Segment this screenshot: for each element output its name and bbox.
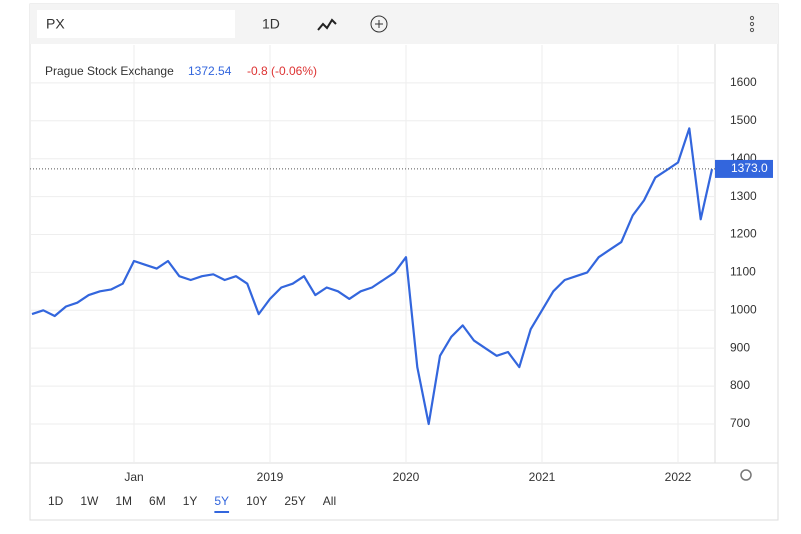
header-change: -0.8 (-0.06%) bbox=[247, 64, 317, 78]
range-button[interactable]: 1Y bbox=[183, 494, 198, 508]
y-tick-label: 1200 bbox=[730, 227, 757, 241]
last-price-label: 1373.0 bbox=[731, 161, 768, 175]
y-tick-label: 1500 bbox=[730, 113, 757, 127]
price-line bbox=[31, 127, 714, 426]
compare-button[interactable] bbox=[370, 15, 388, 33]
y-tick-label: 900 bbox=[730, 340, 750, 354]
chart-style-button[interactable] bbox=[317, 18, 337, 31]
range-button[interactable]: 10Y bbox=[246, 494, 267, 508]
range-button[interactable]: 1W bbox=[80, 494, 99, 508]
x-tick-label: 2020 bbox=[393, 470, 420, 484]
header-name: Prague Stock Exchange bbox=[45, 64, 174, 78]
interval-button[interactable]: 1D bbox=[262, 16, 280, 32]
settings-button[interactable] bbox=[740, 469, 752, 481]
symbol: PX bbox=[46, 16, 65, 32]
y-tick-label: 1600 bbox=[730, 75, 757, 89]
range-button[interactable]: 5Y bbox=[214, 494, 229, 508]
x-tick-label: 2022 bbox=[665, 470, 692, 484]
range-button[interactable]: 1M bbox=[115, 494, 132, 508]
range-button[interactable]: 1D bbox=[48, 494, 64, 508]
y-tick-label: 700 bbox=[730, 416, 750, 430]
menu-button[interactable] bbox=[749, 15, 755, 33]
symbol-input[interactable] bbox=[37, 10, 235, 38]
header-price: 1372.54 bbox=[188, 64, 232, 78]
x-tick-label: Jan bbox=[124, 470, 143, 484]
x-tick-label: 2019 bbox=[257, 470, 284, 484]
y-tick-label: 1000 bbox=[730, 302, 757, 316]
y-tick-label: 1100 bbox=[730, 265, 756, 279]
y-tick-label: 800 bbox=[730, 378, 750, 392]
range-button[interactable]: 6M bbox=[149, 494, 166, 508]
last-price-badge bbox=[715, 159, 773, 178]
y-tick-label: 1300 bbox=[730, 189, 757, 203]
widget-frame bbox=[29, 3, 779, 521]
range-button[interactable]: All bbox=[323, 494, 336, 508]
compare-plus bbox=[375, 20, 383, 28]
range-button[interactable]: 25Y bbox=[284, 494, 305, 508]
x-tick-label: 2021 bbox=[529, 470, 556, 484]
